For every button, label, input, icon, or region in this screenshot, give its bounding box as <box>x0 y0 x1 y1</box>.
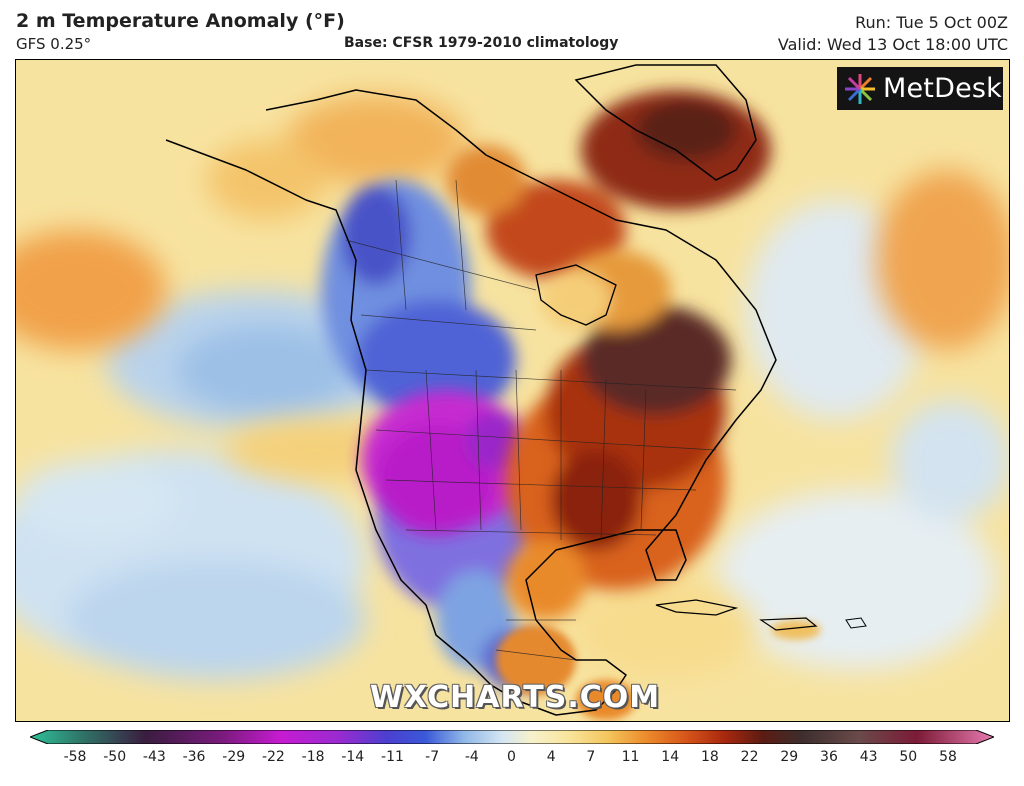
color-scale-tick-label: 14 <box>661 749 680 765</box>
color-scale-tick-label: 58 <box>939 749 957 765</box>
temperature-anomaly-map[interactable] <box>15 59 1010 722</box>
color-scale-tick-label: -36 <box>182 749 206 765</box>
color-scale-tick-label: 36 <box>820 749 838 765</box>
color-scale-tick-label: 7 <box>586 749 596 765</box>
color-scale-tick-labels: -58 -50 -43 -36 -29 -22 -18 -14 -11 -7 -4 0 4 7 11 14 18… <box>0 749 1024 771</box>
map-canvas <box>16 60 1009 721</box>
metdesk-starburst-icon <box>845 73 875 104</box>
color-scale-tick-label: -29 <box>222 749 246 765</box>
run-time-label: Run: Tue 5 Oct 00Z <box>855 13 1008 32</box>
base-climatology-label: Base: CFSR 1979-2010 climatology <box>344 35 619 51</box>
color-scale-tick-label: 43 <box>859 749 878 765</box>
color-scale-tick-label: 22 <box>740 749 759 765</box>
valid-time-label: Valid: Wed 13 Oct 18:00 UTC <box>777 35 1008 54</box>
color-scale-tick-label: 0 <box>507 749 516 765</box>
color-scale-tick-label: -22 <box>261 749 285 765</box>
metdesk-logo: MetDesk <box>837 67 1003 110</box>
color-scale-tick-label: -14 <box>341 749 365 765</box>
color-scale-tick-label: -50 <box>103 749 127 765</box>
color-scale-bar <box>30 730 994 744</box>
color-scale-tick-label: -11 <box>381 749 404 765</box>
wxcharts-watermark: WXCHARTS.COM <box>370 680 661 715</box>
color-scale-tick-label: 4 <box>546 749 556 765</box>
map-title: 2 m Temperature Anomaly (°F) <box>16 10 345 32</box>
color-scale-tick-label: -18 <box>301 749 325 765</box>
metdesk-logo-text: MetDesk <box>883 73 1002 104</box>
color-scale-tick-label: -4 <box>464 749 479 765</box>
color-scale-tick-label: -58 <box>63 749 87 765</box>
color-scale-tick-label: -43 <box>142 749 166 765</box>
color-scale-tick-label: 18 <box>700 749 719 765</box>
color-scale-tick-label: -7 <box>425 749 440 765</box>
color-scale-tick-label: 29 <box>780 749 799 765</box>
model-label: GFS 0.25° <box>16 35 92 53</box>
color-scale-tick-label: 11 <box>621 749 640 765</box>
color-scale-tick-label: 50 <box>899 749 918 765</box>
